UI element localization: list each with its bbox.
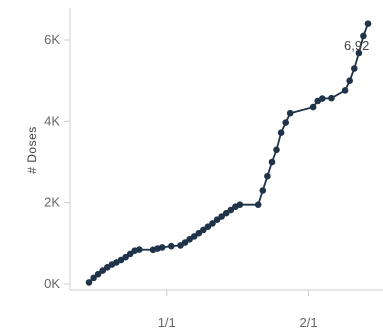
data-point — [218, 213, 225, 220]
data-point — [351, 65, 358, 72]
doses-series-points — [85, 20, 372, 286]
x-tick-label: 1/1 — [158, 315, 176, 330]
data-point — [227, 206, 235, 214]
y-tick-label: 6K — [44, 32, 60, 47]
y-tick-label: 4K — [44, 113, 60, 128]
data-point — [222, 209, 230, 217]
data-point — [122, 253, 129, 261]
data-point — [264, 172, 271, 180]
data-point — [204, 223, 212, 230]
y-axis-ticks: 0K 2K 4K 6K — [44, 32, 70, 291]
data-point — [94, 270, 102, 278]
data-point — [209, 220, 216, 227]
data-point — [273, 146, 280, 154]
data-point — [200, 226, 207, 234]
data-point — [158, 244, 166, 251]
data-point — [168, 242, 175, 250]
data-point — [236, 201, 244, 208]
data-point — [355, 49, 363, 57]
data-point — [90, 274, 97, 282]
x-axis-ticks: 1/1 2/1 — [158, 290, 318, 330]
data-point — [254, 201, 262, 208]
doses-series-line — [88, 23, 369, 284]
last-value-label: 6,92 — [344, 38, 369, 53]
data-point — [328, 94, 335, 102]
data-point — [99, 267, 106, 274]
y-tick-label: 0K — [44, 276, 60, 291]
data-point — [286, 109, 294, 117]
data-point — [319, 95, 326, 102]
data-point — [282, 119, 290, 126]
x-tick-label: 2/1 — [300, 315, 318, 330]
data-point — [346, 77, 354, 84]
data-point — [360, 32, 367, 40]
y-axis-title: # Doses — [25, 126, 39, 174]
data-point — [259, 187, 267, 194]
data-labels: 6,92 — [344, 38, 369, 53]
data-point — [268, 158, 276, 166]
data-point — [190, 233, 198, 240]
data-point — [277, 129, 285, 136]
data-point — [136, 246, 143, 253]
data-point — [181, 239, 189, 246]
data-point — [309, 103, 317, 111]
data-point — [341, 87, 349, 94]
y-tick-label: 2K — [44, 195, 60, 210]
data-point — [364, 20, 372, 28]
data-point — [85, 279, 93, 286]
